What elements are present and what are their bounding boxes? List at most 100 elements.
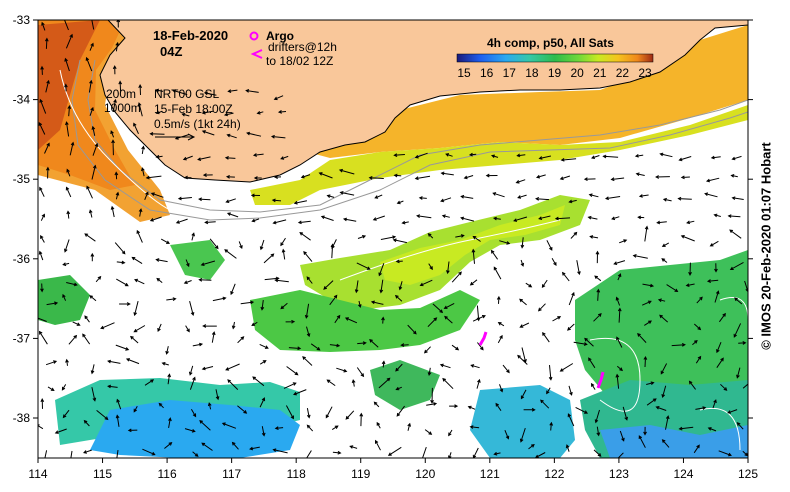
current-arrow <box>168 417 172 428</box>
lat-tick-label: -38 <box>13 411 31 425</box>
current-arrow <box>428 263 433 271</box>
current-arrow <box>70 450 73 458</box>
current-arrow <box>538 155 552 160</box>
current-arrow <box>448 452 452 458</box>
sst-contours <box>59 69 748 451</box>
current-arrow <box>430 387 434 404</box>
current-arrow <box>416 214 432 219</box>
current-arrow <box>619 430 625 442</box>
current-arrow <box>100 322 115 330</box>
current-arrow <box>91 125 96 136</box>
current-arrows <box>38 20 748 458</box>
current-arrow <box>40 213 45 221</box>
drifter-tracks <box>478 331 605 389</box>
current-arrow <box>112 98 117 112</box>
current-arrow <box>542 331 550 343</box>
current-arrow <box>251 218 260 223</box>
current-arrow <box>142 448 156 456</box>
current-arrow <box>356 262 371 270</box>
current-arrow <box>611 216 620 221</box>
current-arrow <box>175 218 188 224</box>
current-arrow <box>274 426 284 431</box>
map-date: 18-Feb-2020 <box>153 28 228 43</box>
current-arrow <box>565 444 570 452</box>
current-arrow <box>90 252 95 262</box>
current-arrow <box>297 220 311 225</box>
argo-symbol-icon <box>249 31 259 41</box>
current-arrow <box>54 428 67 434</box>
current-arrow <box>497 321 505 327</box>
current-arrow <box>45 166 50 179</box>
current-arrow <box>617 307 622 323</box>
current-arrow <box>442 377 454 390</box>
current-arrow <box>223 112 234 117</box>
current-arrow <box>202 173 213 177</box>
current-arrow <box>393 173 402 178</box>
current-arrow <box>40 283 44 293</box>
current-arrow <box>718 450 732 457</box>
current-arrow <box>706 279 719 283</box>
current-arrow <box>274 278 289 283</box>
longitude-axis: 114 115 116 117 118 119 120 121 122 123 124 125 <box>28 458 758 481</box>
colorbar-title: 4h comp, p50, All Sats <box>487 36 614 50</box>
current-arrow <box>727 214 741 218</box>
current-arrow <box>114 171 119 180</box>
current-arrow <box>537 303 546 312</box>
current-arrow <box>372 215 385 221</box>
current-arrow <box>535 174 546 179</box>
current-arrow <box>520 389 527 400</box>
current-arrow <box>615 296 621 306</box>
current-arrow <box>85 56 93 72</box>
current-arrow <box>40 65 44 75</box>
current-arrow <box>306 276 313 284</box>
current-arrow <box>619 239 628 244</box>
current-arrow <box>379 279 384 294</box>
current-arrow <box>237 336 245 344</box>
current-arrow <box>92 142 99 156</box>
current-arrow <box>198 197 211 202</box>
current-arrow <box>656 220 667 225</box>
current-arrow <box>381 316 385 324</box>
current-arrow <box>738 341 747 345</box>
current-arrow <box>655 406 667 411</box>
colorbar-tick-label: 21 <box>593 66 607 80</box>
current-arrow <box>705 177 720 183</box>
current-arrow <box>666 284 679 293</box>
sst-patch-east-blue <box>600 425 748 458</box>
current-arrow <box>568 199 577 204</box>
current-arrow <box>583 177 596 182</box>
current-arrow <box>304 303 310 319</box>
colorbar-tick-label: 19 <box>548 66 562 80</box>
current-arrow <box>201 110 214 115</box>
current-arrow <box>131 256 143 265</box>
map-plot-area <box>38 20 748 458</box>
current-arrow <box>110 205 115 218</box>
current-arrow <box>306 424 314 432</box>
sst-patch-central-plume-core <box>380 205 565 285</box>
current-arrow <box>110 130 115 138</box>
current-arrow <box>89 295 97 302</box>
current-arrow <box>493 266 502 280</box>
current-arrow <box>589 235 599 239</box>
current-arrow <box>263 253 275 264</box>
current-arrow <box>256 110 264 115</box>
current-arrow <box>376 421 381 429</box>
current-arrow <box>720 383 728 391</box>
current-arrow <box>378 377 391 389</box>
current-arrow <box>613 260 626 265</box>
current-arrow <box>47 386 55 392</box>
current-arrow <box>575 406 589 414</box>
current-arrow <box>540 399 550 409</box>
current-arrow <box>38 424 44 430</box>
current-arrow <box>596 288 601 301</box>
current-arrow <box>407 422 411 431</box>
current-arrow <box>39 186 45 197</box>
current-arrow <box>568 291 575 306</box>
arrow-scale-label: 0.5m/s (1kt 24h) <box>154 117 241 131</box>
current-arrow <box>115 41 120 52</box>
current-arrow <box>615 452 624 458</box>
current-arrow <box>440 197 452 203</box>
current-arrow <box>356 367 365 378</box>
current-arrow <box>336 367 348 373</box>
current-arrow <box>145 175 162 180</box>
